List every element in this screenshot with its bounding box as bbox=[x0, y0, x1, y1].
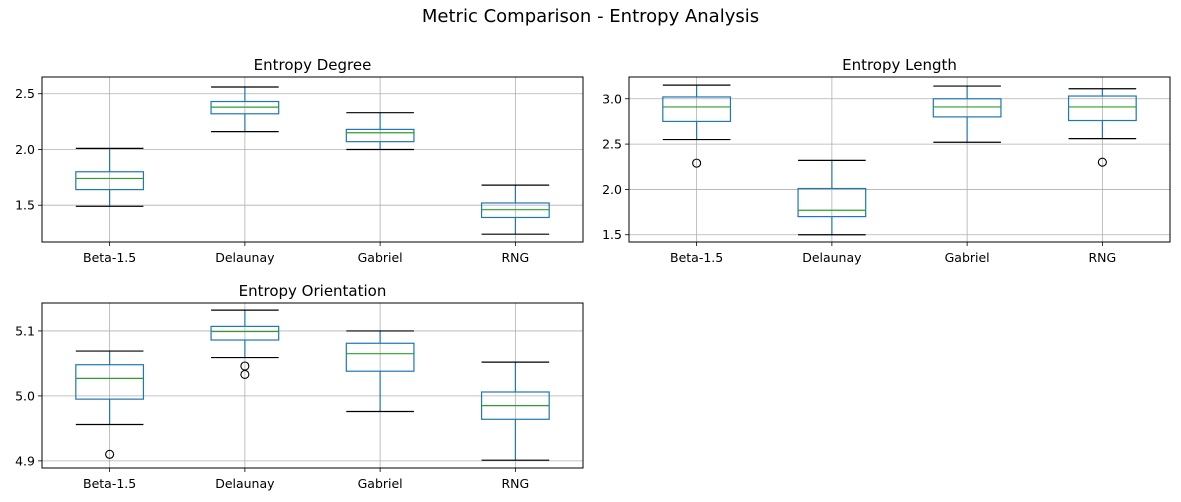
x-tick-label: Delaunay bbox=[802, 250, 862, 265]
y-tick-label: 3.0 bbox=[602, 91, 622, 106]
y-tick-label: 1.5 bbox=[602, 227, 622, 242]
beta-1-5-box bbox=[75, 171, 145, 191]
y-tick-label: 2.5 bbox=[15, 86, 35, 101]
delaunay-outlier bbox=[240, 369, 250, 380]
y-tick-label: 5.0 bbox=[15, 388, 35, 403]
delaunay-box bbox=[210, 325, 280, 341]
y-tick-label: 2.0 bbox=[15, 142, 35, 157]
gabriel-box bbox=[345, 128, 415, 143]
panel-title: Entropy Orientation bbox=[239, 282, 387, 300]
beta-1-5-box bbox=[75, 364, 145, 400]
panel-title: Entropy Degree bbox=[254, 56, 372, 74]
beta-1-5-outlier bbox=[692, 158, 702, 168]
y-tick-label: 1.5 bbox=[15, 198, 35, 213]
gabriel-box bbox=[345, 342, 415, 372]
x-tick-label: Gabriel bbox=[358, 250, 403, 265]
x-tick-label: RNG bbox=[502, 250, 530, 265]
panel-title: Entropy Length bbox=[842, 56, 957, 74]
gabriel-box bbox=[932, 98, 1002, 118]
delaunay-box bbox=[797, 187, 867, 218]
y-tick-label: 5.1 bbox=[15, 323, 35, 338]
axes-frame bbox=[41, 302, 584, 469]
x-tick-label: Gabriel bbox=[945, 250, 990, 265]
x-tick-label: Beta-1.5 bbox=[83, 250, 136, 265]
y-tick-label: 2.0 bbox=[602, 182, 622, 197]
axes-frame bbox=[628, 76, 1171, 243]
x-tick-label: Gabriel bbox=[358, 476, 403, 491]
beta-1-5-outlier bbox=[105, 449, 115, 459]
x-tick-label: Beta-1.5 bbox=[670, 250, 723, 265]
beta-1-5-box bbox=[662, 96, 732, 123]
rng-outlier bbox=[1097, 157, 1107, 167]
x-tick-label: RNG bbox=[502, 476, 530, 491]
y-tick-label: 2.5 bbox=[602, 137, 622, 152]
rng-box bbox=[1067, 95, 1137, 122]
x-tick-label: Beta-1.5 bbox=[83, 476, 136, 491]
x-tick-label: Delaunay bbox=[215, 250, 275, 265]
x-tick-label: Delaunay bbox=[215, 476, 275, 491]
figure-title: Metric Comparison - Entropy Analysis bbox=[421, 6, 760, 27]
x-tick-label: RNG bbox=[1089, 250, 1117, 265]
y-tick-label: 4.9 bbox=[15, 453, 35, 468]
axes-frame bbox=[41, 76, 584, 243]
